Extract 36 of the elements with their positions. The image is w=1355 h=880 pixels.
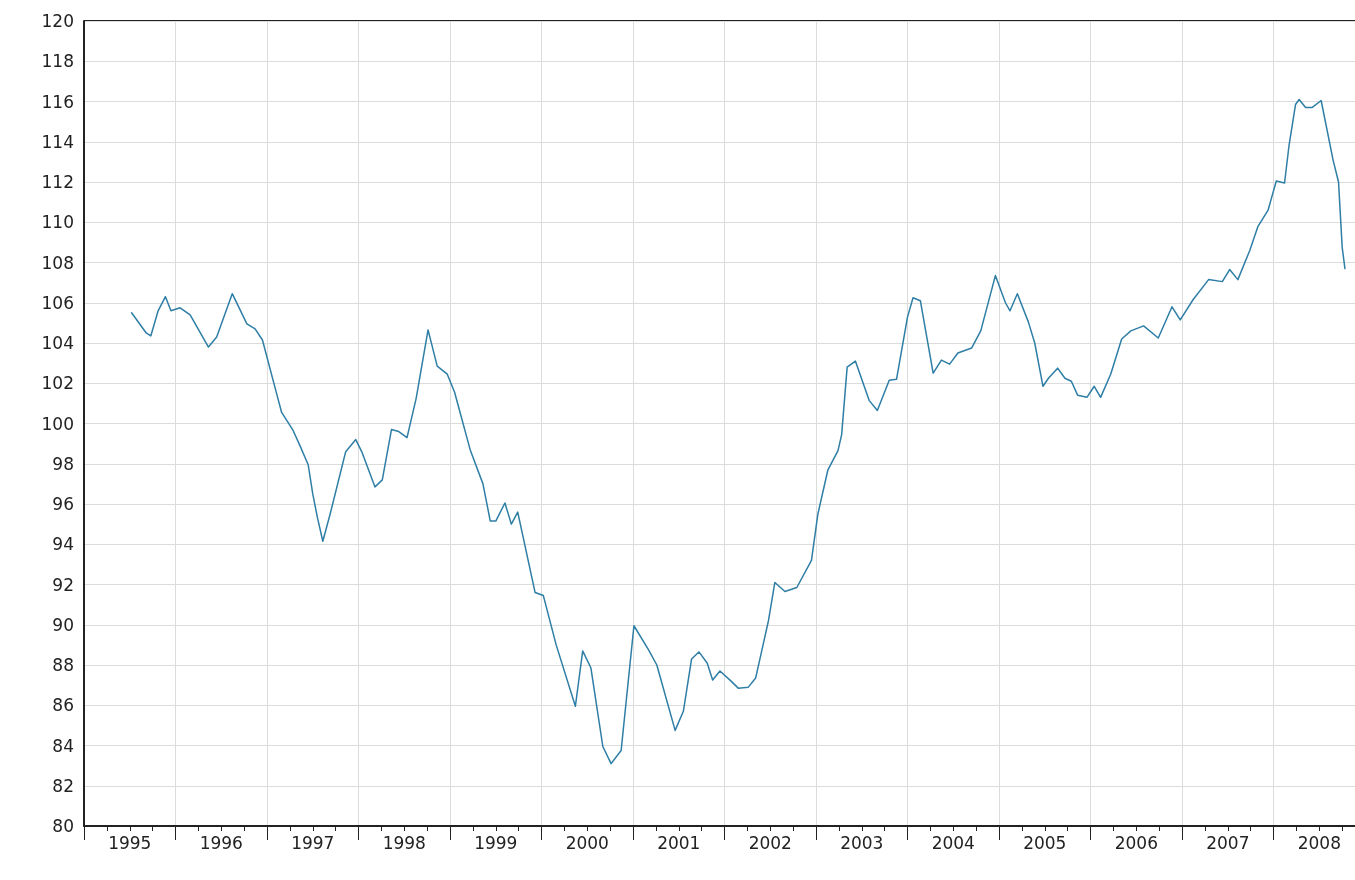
y-tick-label: 120: [41, 11, 74, 31]
line-series: [130, 98, 1346, 765]
x-tick-label: 2004: [931, 832, 975, 853]
y-tick-label: 88: [52, 655, 74, 675]
y-tick-label: 92: [52, 574, 74, 595]
x-tick-label: 2001: [657, 832, 701, 853]
x-tick-label: 2000: [565, 832, 609, 853]
y-tick-label: 118: [41, 51, 74, 72]
x-tick-label: 2005: [1023, 832, 1067, 853]
y-tick-label: 110: [41, 212, 74, 233]
y-tick-label: 84: [52, 735, 74, 756]
y-tick-label: 96: [52, 494, 74, 514]
x-tick-label: 1998: [382, 832, 426, 853]
y-tick-label: 112: [41, 172, 74, 192]
y-tick-label: 106: [41, 292, 74, 313]
x-tick-label: 2002: [748, 832, 792, 853]
x-tick-label: 1995: [108, 832, 152, 853]
y-tick-label: 114: [41, 131, 74, 152]
x-tick-label: 1999: [474, 832, 518, 853]
y-tick-label: 104: [41, 333, 74, 353]
y-tick-label: 98: [52, 453, 74, 474]
x-tick-label: 1997: [291, 832, 335, 853]
y-tick-label: 102: [41, 373, 74, 394]
y-tick-label: 82: [52, 775, 74, 796]
x-tick-label: 2007: [1206, 832, 1250, 853]
x-tick-label: 1996: [199, 832, 243, 853]
y-tick-label: 108: [41, 252, 74, 273]
y-tick-label: 90: [52, 614, 74, 635]
x-tick-label: 2003: [840, 832, 884, 853]
y-tick-label: 100: [41, 413, 74, 434]
y-tick-label: 86: [52, 695, 74, 716]
y-tick-label: 116: [41, 91, 74, 112]
y-tick-label: 94: [52, 534, 74, 555]
x-tick-label: 2008: [1297, 832, 1341, 853]
y-tick-label: 80: [52, 816, 74, 836]
x-tick-label: 2006: [1114, 832, 1158, 853]
